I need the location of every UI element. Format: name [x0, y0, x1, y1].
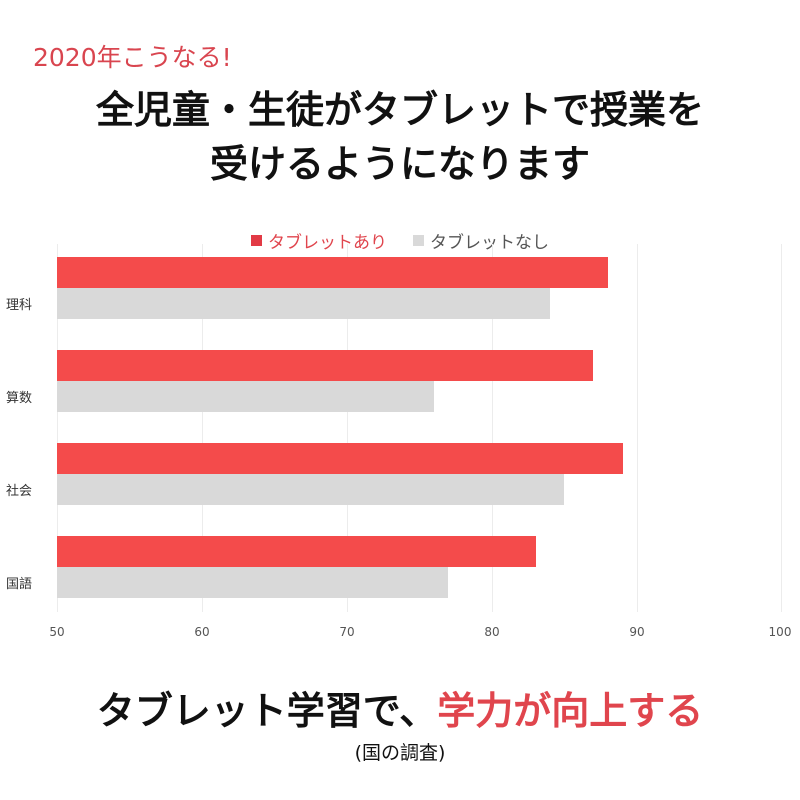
conclusion-headline: タブレット学習で、学力が向上する — [0, 680, 800, 735]
category-group-science — [57, 257, 782, 319]
kicker-text: 2020年こうなる! — [33, 43, 232, 72]
x-axis-tick: 60 — [194, 625, 210, 639]
legend-label: タブレットあり — [268, 233, 387, 253]
bar-without-tablet — [57, 567, 448, 598]
page-title-line1: 全児童・生徒がタブレットで授業を — [95, 88, 704, 132]
gridline — [202, 244, 203, 612]
category-group-social — [57, 443, 782, 505]
category-group-math — [57, 350, 782, 412]
category-group-japanese — [57, 536, 782, 598]
bar-without-tablet — [57, 381, 434, 412]
bar-with-tablet — [57, 257, 608, 288]
legend-swatch-red — [251, 235, 262, 246]
source-note: (国の調査) — [354, 742, 446, 764]
x-axis-tick: 100 — [768, 625, 792, 639]
legend-swatch-gray — [413, 235, 424, 246]
gridline — [781, 244, 782, 612]
headline-highlight: 学力が向上する — [437, 689, 704, 733]
legend-label: タブレットなし — [430, 233, 549, 253]
bar-with-tablet — [57, 443, 623, 474]
x-axis-tick: 90 — [629, 625, 645, 639]
x-axis-tick: 70 — [339, 625, 355, 639]
legend-item-with-tablet: タブレットあり — [251, 228, 387, 253]
gridline — [492, 244, 493, 612]
x-axis-tick: 80 — [484, 625, 500, 639]
legend-item-without-tablet: タブレットなし — [413, 228, 549, 253]
gridline — [637, 244, 638, 612]
gridline — [57, 244, 58, 612]
bar-with-tablet — [57, 536, 536, 567]
y-axis-label: 算数 — [6, 391, 33, 406]
bar-without-tablet — [57, 288, 550, 319]
chart-plot-area — [57, 244, 782, 612]
chart-legend: タブレットあり タブレットなし — [0, 228, 800, 253]
y-axis-label: 社会 — [6, 484, 33, 499]
headline-prefix: タブレット学習で、 — [96, 689, 438, 733]
x-axis-tick: 50 — [49, 625, 65, 639]
y-axis-label: 国語 — [6, 577, 33, 592]
bar-with-tablet — [57, 350, 593, 381]
bar-without-tablet — [57, 474, 564, 505]
page-title-line2: 受けるようになります — [209, 142, 590, 186]
gridline — [347, 244, 348, 612]
y-axis-label: 理科 — [6, 298, 33, 313]
